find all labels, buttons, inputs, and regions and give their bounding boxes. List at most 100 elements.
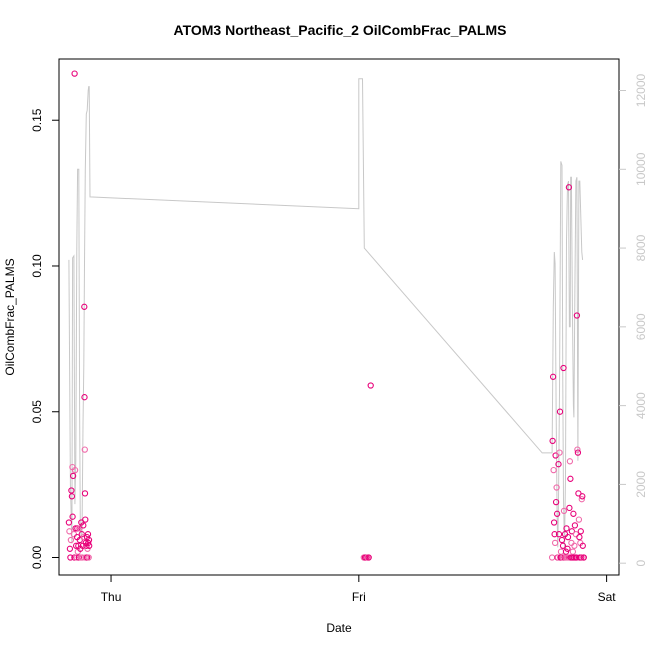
scatter-point: [66, 528, 73, 535]
y2-tick-label: 8000: [634, 234, 648, 261]
scatter-point: [574, 446, 581, 453]
scatter-point: [571, 542, 578, 549]
scatter-point: [76, 536, 83, 544]
scatter-point: [580, 554, 587, 561]
scatter-point: [552, 498, 560, 506]
scatter-point: [551, 539, 559, 547]
x-tick-label: Thu: [101, 590, 122, 604]
scatter-points: [65, 70, 587, 561]
scatter-point: [81, 490, 89, 497]
scatter-point: [567, 475, 574, 482]
scatter-point: [578, 554, 585, 561]
scatter-point: [65, 519, 73, 526]
scatter-point: [576, 533, 583, 541]
scatter-point: [570, 510, 577, 517]
y-axis-right: 0 2000 4000 6000 8000 10000 12000: [619, 74, 648, 567]
scatter-point: [68, 487, 75, 494]
scatter-point: [560, 507, 568, 515]
scatter-point: [555, 461, 562, 468]
scatter-point: [76, 525, 83, 532]
scatter-point: [563, 525, 570, 532]
scatter-point: [549, 373, 557, 380]
y2-tick-label: 12000: [634, 74, 648, 108]
scatter-point: [556, 408, 564, 415]
scatter-point: [85, 554, 92, 561]
scatter-point: [72, 542, 80, 549]
scatter-point: [81, 394, 88, 401]
scatter-point: [577, 528, 584, 535]
x-axis-label: Date: [326, 621, 352, 635]
scatter-point: [81, 303, 88, 310]
scatter-point: [71, 554, 78, 561]
scatter-point: [564, 533, 572, 541]
scatter-point: [571, 522, 579, 529]
scatter-point: [86, 542, 93, 549]
scatter-point: [566, 458, 574, 465]
scatter-point: [85, 539, 92, 547]
scatter-point: [575, 490, 582, 497]
scatter-point: [551, 531, 558, 538]
scatter-point: [69, 472, 77, 480]
chart-title: ATOM3 Northeast_Pacific_2 OilCombFrac_PA…: [174, 22, 507, 38]
y-tick-label: 0.00: [30, 546, 44, 570]
scatter-point: [69, 513, 76, 520]
scatter-point: [550, 519, 558, 526]
scatter-point: [67, 536, 75, 544]
x-tick-label: Sat: [598, 590, 617, 604]
y2-tick-label: 6000: [634, 313, 648, 340]
scatter-point: [574, 449, 582, 456]
scatter-point: [553, 484, 560, 491]
scatter-point: [67, 554, 74, 561]
scatter-point: [81, 446, 88, 453]
scatter-point: [71, 70, 78, 77]
y2-tick-label: 10000: [634, 152, 648, 186]
scatter-point: [68, 493, 76, 500]
scatter-point: [549, 437, 556, 445]
y2-tick-label: 0: [634, 560, 648, 567]
scatter-point: [367, 382, 374, 389]
scatter-point: [560, 364, 567, 372]
scatter-point: [80, 522, 87, 529]
scatter-point: [578, 496, 585, 503]
scatter-point: [75, 554, 82, 561]
scatter-point: [80, 533, 87, 541]
scatter-point: [66, 545, 74, 552]
scatter-point: [568, 528, 576, 535]
x-axis: Thu Fri Sat: [101, 575, 617, 604]
scatter-point: [365, 554, 372, 561]
scatter-point: [82, 516, 89, 523]
scatter-point: [74, 525, 81, 532]
scatter-point: [554, 554, 562, 561]
y-tick-label: 0.05: [30, 400, 44, 424]
scatter-point: [559, 542, 567, 549]
scatter-point: [573, 312, 581, 319]
scatter-point: [555, 531, 563, 538]
y-tick-label: 0.15: [30, 108, 44, 132]
altitude-line-series: [68, 78, 584, 548]
scatter-point: [565, 184, 573, 191]
y-axis-label: OilCombFrac_PALMS: [3, 258, 17, 375]
scatter-point: [556, 449, 563, 456]
scatter-point: [558, 536, 566, 544]
scatter-point: [579, 542, 586, 549]
scatter-point: [85, 536, 93, 544]
y2-tick-label: 4000: [634, 392, 648, 419]
y-axis-left: 0.00 0.05 0.10 0.15: [30, 108, 59, 569]
scatter-point: [71, 466, 79, 474]
x-tick-label: Fri: [352, 590, 366, 604]
scatter-point: [564, 545, 571, 552]
scatter-point: [552, 452, 559, 459]
scatter-point: [566, 504, 573, 512]
altitude-line: [68, 78, 584, 548]
y-tick-label: 0.10: [30, 254, 44, 278]
scatter-point: [559, 554, 566, 561]
plot-frame: [58, 58, 620, 576]
y2-tick-label: 2000: [634, 471, 648, 498]
scatter-point: [550, 466, 557, 474]
scatter-point: [579, 493, 586, 500]
scatter-point: [569, 548, 577, 555]
scatter-point: [84, 531, 92, 538]
scatter-point: [553, 510, 561, 517]
